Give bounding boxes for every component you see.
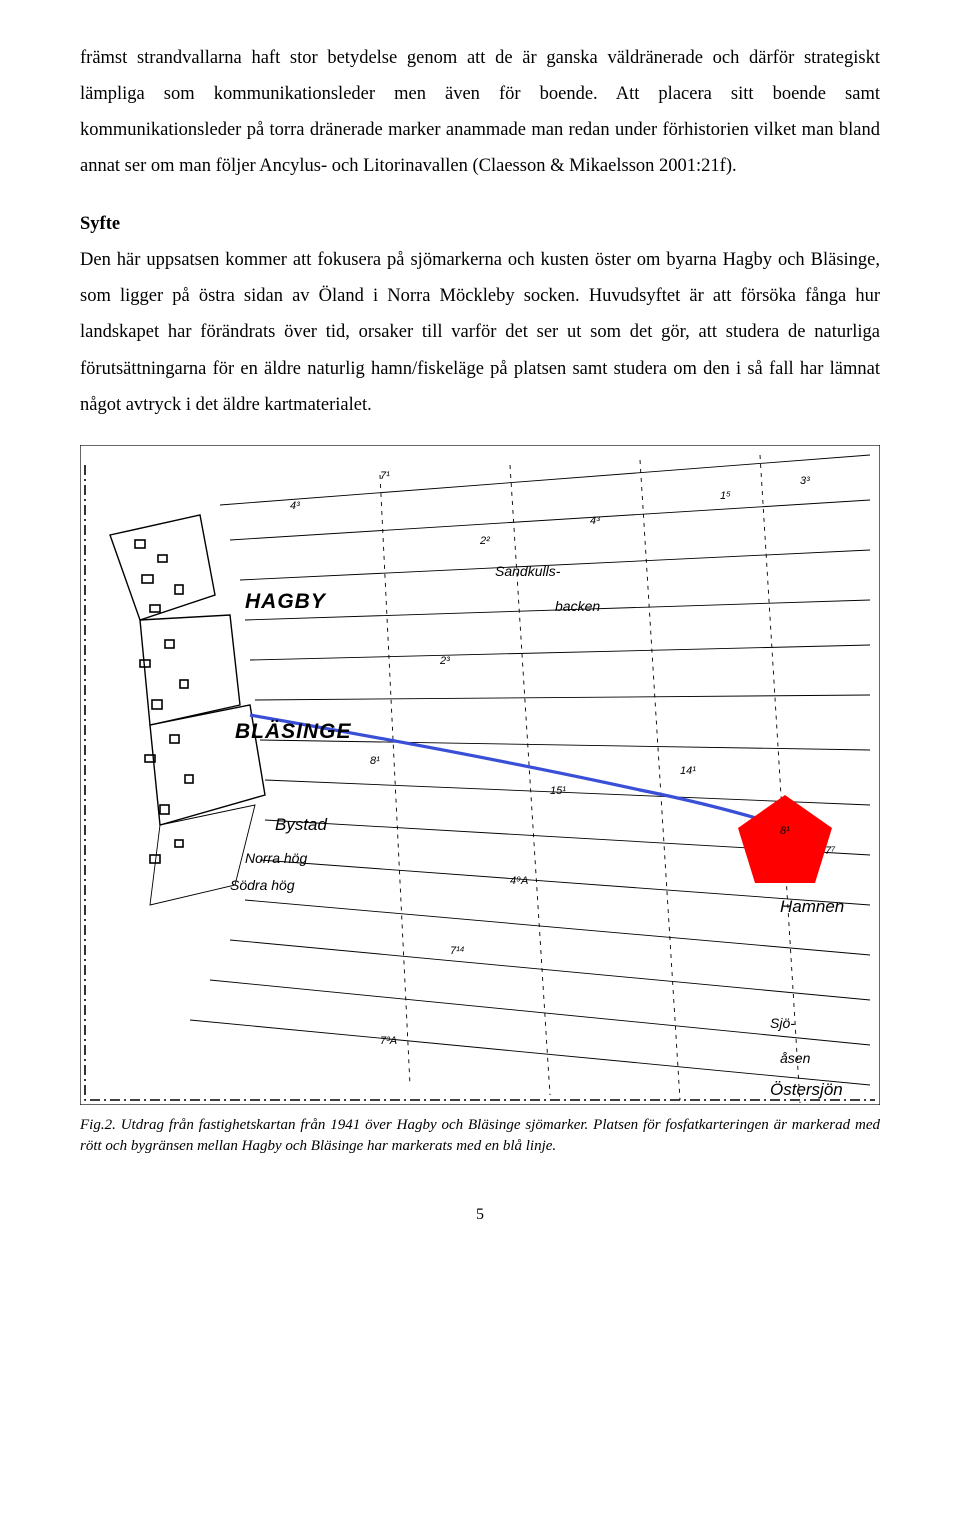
parcel-num: 2² — [480, 535, 490, 547]
phosphate-marker — [738, 795, 832, 883]
parcel-num: 14¹ — [680, 765, 696, 777]
figure-2-caption: Fig.2. Utdrag från fastighetskartan från… — [80, 1115, 880, 1159]
parcel-num: 8¹ — [370, 755, 380, 767]
parcel-num: 4³ — [290, 500, 300, 512]
parcel-num: 7¹ — [380, 470, 390, 482]
section-heading-syfte: Syfte — [80, 206, 880, 242]
paragraph-2: Den här uppsatsen kommer att fokusera på… — [80, 242, 880, 422]
figure-2-map: HAGBY BLÄSINGE Bystad Norra hög Södra hö… — [80, 445, 880, 1105]
map-label-blasinge: BLÄSINGE — [235, 720, 352, 744]
parcel-num: 7³A — [380, 1035, 397, 1047]
map-label-bystad: Bystad — [275, 815, 327, 835]
map-label-sandkulls: Sandkulls- — [495, 563, 560, 579]
page-number: 5 — [80, 1206, 880, 1224]
parcel-num: 7⁷ — [825, 845, 835, 857]
parcel-num: 1⁵ — [720, 490, 731, 502]
parcel-num: 2³ — [440, 655, 450, 667]
parcel-num: 4⁹A — [510, 875, 528, 887]
map-label-backen: backen — [555, 598, 600, 614]
map-label-hagby: HAGBY — [245, 590, 326, 614]
map-label-sodra-hog: Södra hög — [230, 877, 295, 893]
figure-2: HAGBY BLÄSINGE Bystad Norra hög Södra hö… — [80, 445, 880, 1159]
map-label-asen: åsen — [780, 1050, 810, 1066]
map-label-sjo: Sjö- — [770, 1015, 795, 1031]
parcel-num: 4³ — [590, 515, 600, 527]
map-label-hamnen: Hamnen — [780, 897, 844, 917]
paragraph-1: främst strandvallarna haft stor betydels… — [80, 40, 880, 184]
parcel-num: 8¹ — [780, 825, 790, 837]
map-label-norra-hog: Norra hög — [245, 850, 307, 866]
map-label-ostersjon: Östersjön — [770, 1080, 843, 1100]
parcel-num: 15¹ — [550, 785, 566, 797]
parcel-num: 3³ — [800, 475, 810, 487]
parcel-num: 7¹⁴ — [450, 945, 465, 957]
